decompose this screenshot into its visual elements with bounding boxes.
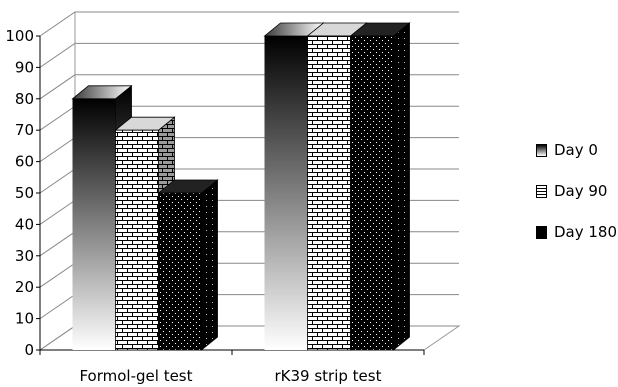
- y-tick-label: 80: [15, 90, 34, 108]
- y-tick-label: 70: [15, 121, 34, 139]
- y-tick-label: 100: [5, 27, 34, 45]
- bar-front: [307, 35, 351, 351]
- y-tick-label: 30: [15, 247, 34, 265]
- y-tick-label: 40: [15, 215, 34, 233]
- legend-swatch: [536, 143, 547, 157]
- bar-front: [115, 129, 159, 351]
- bars: [71, 22, 411, 351]
- legend: Day 0 Day 90 Day 180: [536, 140, 618, 263]
- x-tick-label: Formol-gel test: [79, 367, 192, 385]
- x-tick-label: rK39 strip test: [275, 367, 382, 385]
- y-tick-label: 60: [15, 153, 34, 171]
- legend-swatch: [536, 184, 547, 198]
- bar-side: [201, 179, 218, 351]
- bar-front: [264, 36, 308, 350]
- y-tick-label: 50: [15, 184, 34, 202]
- legend-item: Day 90: [536, 181, 618, 201]
- bar: [157, 179, 219, 351]
- legend-label: Day 180: [554, 223, 618, 241]
- gridline: [39, 11, 459, 37]
- axis-labels: 0 10 20 30 40 50 60 70 80 90 100 Formol-gel test rK3…: [5, 27, 381, 385]
- legend-swatch: [536, 225, 547, 239]
- legend-label: Day 90: [554, 182, 608, 200]
- bar-front: [350, 35, 394, 351]
- legend-label: Day 0: [554, 141, 598, 159]
- bar-front: [158, 192, 202, 351]
- y-tick-label: 90: [15, 58, 34, 76]
- bar-side: [393, 22, 410, 351]
- bar: [349, 22, 411, 351]
- y-tick-label: 20: [15, 278, 34, 296]
- y-tick-label: 0: [24, 341, 34, 359]
- bar-front: [72, 98, 116, 350]
- legend-item: Day 180: [536, 222, 618, 242]
- legend-item: Day 0: [536, 140, 618, 160]
- y-tick-label: 10: [15, 310, 34, 328]
